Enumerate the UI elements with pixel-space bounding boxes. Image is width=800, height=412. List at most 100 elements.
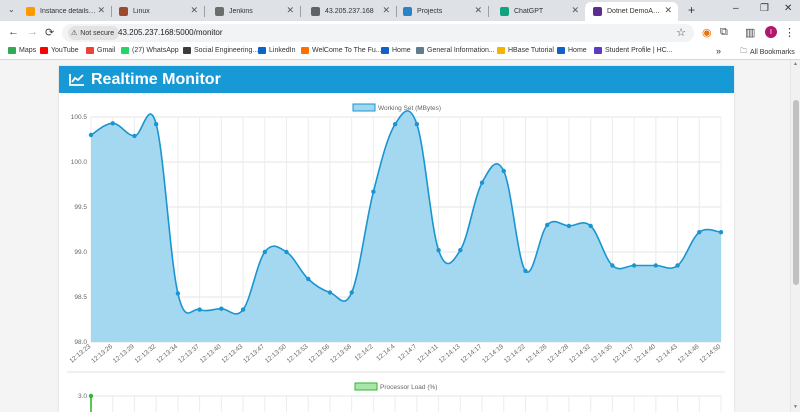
- tab-favicon-icon: [311, 7, 320, 16]
- bookmark-item[interactable]: Student Profile | HC...: [594, 47, 673, 54]
- scrollbar-thumb[interactable]: [793, 100, 799, 285]
- side-panel-icon[interactable]: ▥: [745, 27, 756, 39]
- bookmark-label: Student Profile | HC...: [605, 47, 673, 54]
- tab-favicon-icon: [593, 7, 602, 16]
- bookmark-favicon-icon: [381, 47, 389, 54]
- bookmark-label: Home: [392, 47, 411, 54]
- extension-icon[interactable]: ◉: [702, 27, 712, 39]
- tab-favicon-icon: [119, 7, 128, 16]
- tab-search-icon[interactable]: ⌄: [8, 5, 15, 14]
- tab-separator: [111, 6, 112, 17]
- bookmark-item[interactable]: (27) WhatsApp: [121, 47, 179, 54]
- tab-title: Dotnet DemoApp: Re: [607, 8, 663, 15]
- tab-2[interactable]: Jenkins ✕: [207, 2, 301, 21]
- tab-title: Linux: [133, 8, 150, 15]
- minimize-button[interactable]: –: [733, 3, 739, 14]
- bookmark-label: HBase Tutorial: [508, 47, 554, 54]
- profile-avatar[interactable]: I: [765, 26, 777, 38]
- bookmarks-bar: Maps YouTube Gmail (27) WhatsApp Social Engi…: [0, 45, 800, 60]
- page-header: Realtime Monitor: [59, 66, 734, 93]
- tab-separator: [396, 6, 397, 17]
- chart-line-icon: [69, 74, 84, 86]
- bookmark-label: YouTube: [51, 47, 79, 54]
- bookmark-item[interactable]: Home: [381, 47, 411, 54]
- tab-close-icon[interactable]: ✕: [474, 5, 482, 15]
- bookmark-item[interactable]: LinkedIn: [258, 47, 295, 54]
- reload-button[interactable]: ⟳: [45, 27, 55, 39]
- tab-title: 43.205.237.168: [325, 8, 374, 15]
- tab-close-icon[interactable]: ✕: [97, 5, 105, 15]
- new-tab-button[interactable]: +: [688, 3, 696, 17]
- bookmark-label: Social Engineering...: [194, 47, 259, 54]
- back-button[interactable]: ←: [8, 26, 19, 38]
- tab-close-icon[interactable]: ✕: [190, 5, 198, 15]
- bookmark-favicon-icon: [258, 47, 266, 54]
- bookmark-favicon-icon: [301, 47, 309, 54]
- bookmark-favicon-icon: [40, 47, 48, 54]
- page-title: Realtime Monitor: [91, 70, 221, 88]
- bookmark-item[interactable]: YouTube: [40, 47, 79, 54]
- tab-favicon-icon: [500, 7, 509, 16]
- page-scrollbar[interactable]: ▲ ▼: [790, 60, 800, 412]
- tab-4[interactable]: Projects ✕: [395, 2, 489, 21]
- bookmark-item[interactable]: HBase Tutorial: [497, 47, 554, 54]
- tab-6[interactable]: Dotnet DemoApp: Re✕: [585, 2, 678, 21]
- browser-tab-strip: ⌄ Instance details | EC2✕Linux✕Jenkins✕4…: [0, 0, 800, 21]
- bookmark-favicon-icon: [8, 47, 16, 54]
- not-secure-badge[interactable]: ⚠ Not secure: [68, 26, 120, 40]
- all-bookmarks-button[interactable]: 🗀 All Bookmarks: [740, 47, 795, 58]
- scroll-down-arrow-icon[interactable]: ▼: [793, 404, 798, 410]
- bookmark-item[interactable]: Social Engineering...: [183, 47, 258, 54]
- tab-close-icon[interactable]: ✕: [664, 5, 672, 15]
- tab-close-icon[interactable]: ✕: [382, 5, 390, 15]
- tab-title: Jenkins: [229, 8, 253, 15]
- tab-0[interactable]: Instance details | EC2✕: [18, 2, 112, 21]
- bookmark-favicon-icon: [416, 47, 424, 54]
- bookmark-item[interactable]: Gmail: [86, 47, 115, 54]
- bookmark-item[interactable]: Maps: [8, 47, 36, 54]
- close-window-button[interactable]: ✕: [784, 3, 793, 14]
- tab-1[interactable]: Linux ✕: [111, 2, 205, 21]
- bookmark-label: General Information...: [427, 47, 495, 54]
- all-bookmarks-label: All Bookmarks: [750, 49, 795, 56]
- bookmark-item[interactable]: General Information...: [416, 47, 495, 54]
- tab-5[interactable]: ChatGPT ✕: [492, 2, 586, 21]
- bookmark-favicon-icon: [557, 47, 565, 54]
- bookmark-label: Gmail: [97, 47, 116, 54]
- bookmark-label: LinkedIn: [269, 47, 296, 54]
- tab-separator: [300, 6, 301, 17]
- bookmark-favicon-icon: [86, 47, 94, 54]
- bookmark-favicon-icon: [594, 47, 602, 54]
- tab-favicon-icon: [215, 7, 224, 16]
- monitor-card: [59, 66, 734, 412]
- bookmark-favicon-icon: [497, 47, 505, 54]
- tab-title: ChatGPT: [514, 8, 544, 15]
- maximize-button[interactable]: ❐: [760, 3, 769, 14]
- scroll-up-arrow-icon[interactable]: ▲: [793, 61, 798, 67]
- tab-3[interactable]: 43.205.237.168 ✕: [303, 2, 397, 21]
- bookmark-favicon-icon: [183, 47, 191, 54]
- bookmark-label: Home: [568, 47, 587, 54]
- menu-dots-icon[interactable]: ⋮: [784, 27, 795, 39]
- forward-button[interactable]: →: [27, 26, 38, 38]
- tab-separator: [204, 6, 205, 17]
- tab-close-icon[interactable]: ✕: [286, 5, 294, 15]
- folder-icon: 🗀: [740, 48, 747, 55]
- bookmark-item[interactable]: Home: [557, 47, 587, 54]
- bookmark-label: WelCome To The Fu...: [312, 47, 382, 54]
- bookmark-label: Maps: [19, 47, 37, 54]
- tab-favicon-icon: [403, 7, 412, 16]
- tab-title: Projects: [417, 8, 443, 15]
- address-bar[interactable]: ⚠ Not secure 43.205.237.168:5000/monitor…: [62, 24, 694, 42]
- bookmark-label: (27) WhatsApp: [132, 47, 179, 54]
- tab-separator: [488, 6, 489, 17]
- tab-close-icon[interactable]: ✕: [571, 5, 579, 15]
- puzzle-extensions-icon[interactable]: ⧉: [720, 26, 728, 38]
- url-text[interactable]: 43.205.237.168:5000/monitor: [118, 28, 223, 37]
- bookmarks-overflow-button[interactable]: »: [716, 46, 722, 56]
- bookmark-item[interactable]: WelCome To The Fu...: [301, 47, 382, 54]
- bookmark-favicon-icon: [121, 47, 129, 54]
- bookmark-star-icon[interactable]: ☆: [676, 27, 686, 39]
- warning-icon: ⚠: [71, 30, 78, 37]
- browser-toolbar: ← → ⟳ ⚠ Not secure 43.205.237.168:5000/m…: [0, 21, 800, 45]
